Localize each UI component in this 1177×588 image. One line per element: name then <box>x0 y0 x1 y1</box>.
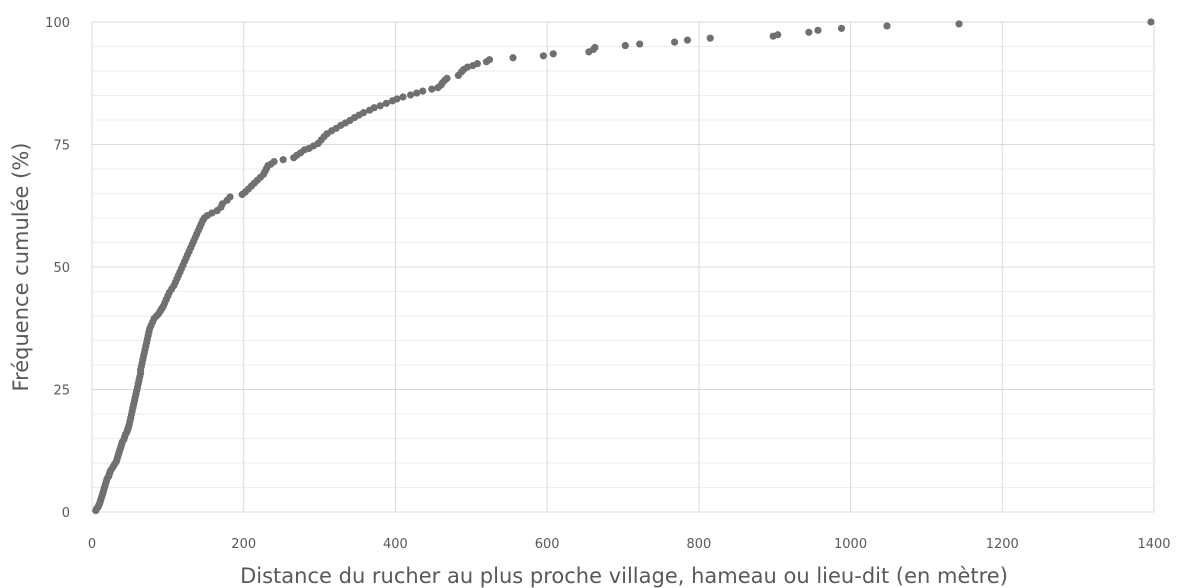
data-point <box>706 34 714 42</box>
data-point <box>549 50 557 58</box>
major-gridlines <box>91 21 1155 513</box>
data-point <box>955 20 963 28</box>
data-point <box>382 99 390 107</box>
x-tick-label: 1400 <box>1137 537 1170 552</box>
data-point <box>774 31 782 39</box>
data-point <box>279 156 287 164</box>
data-point <box>591 43 599 52</box>
data-point <box>636 40 644 48</box>
x-tick-label: 800 <box>686 537 711 552</box>
data-point <box>413 89 421 97</box>
x-tick-label: 1000 <box>834 537 867 552</box>
data-point <box>883 22 891 30</box>
x-tick-label: 0 <box>88 537 96 552</box>
data-point <box>683 36 692 44</box>
x-tick-label: 200 <box>231 537 256 552</box>
data-point <box>485 56 494 64</box>
x-axis-title: Distance du rucher au plus proche villag… <box>240 564 1008 588</box>
x-tick-label: 600 <box>535 537 560 552</box>
data-point <box>443 74 451 82</box>
data-point <box>428 85 436 93</box>
data-point <box>419 87 427 95</box>
data-point <box>376 102 384 110</box>
x-tick-label: 400 <box>383 537 408 552</box>
y-tick-label: 75 <box>53 139 70 154</box>
y-tick-label: 0 <box>62 506 70 521</box>
data-point <box>473 60 481 68</box>
data-point <box>670 38 679 46</box>
data-point <box>509 54 517 62</box>
data-point <box>837 24 846 32</box>
data-points <box>92 18 1155 515</box>
y-tick-label: 25 <box>53 384 70 399</box>
data-point <box>805 28 813 36</box>
y-axis-tick-labels: 0 25 50 75 100 <box>45 16 70 521</box>
x-tick-label: 1200 <box>986 537 1019 552</box>
data-point <box>270 158 278 166</box>
data-point <box>621 41 629 50</box>
data-point <box>814 26 822 34</box>
data-point <box>407 91 415 99</box>
data-point <box>359 109 368 117</box>
data-point <box>226 193 234 201</box>
y-tick-label: 100 <box>45 16 70 31</box>
x-axis-tick-labels: 0 200 400 600 800 1000 1200 1400 <box>88 537 1171 552</box>
data-point <box>393 95 401 103</box>
data-point <box>539 52 547 60</box>
data-point <box>370 104 378 112</box>
y-tick-label: 50 <box>53 261 70 276</box>
y-axis-title: Fréquence cumulée (%) <box>9 143 33 392</box>
data-point <box>1147 18 1155 26</box>
data-point <box>399 93 407 101</box>
